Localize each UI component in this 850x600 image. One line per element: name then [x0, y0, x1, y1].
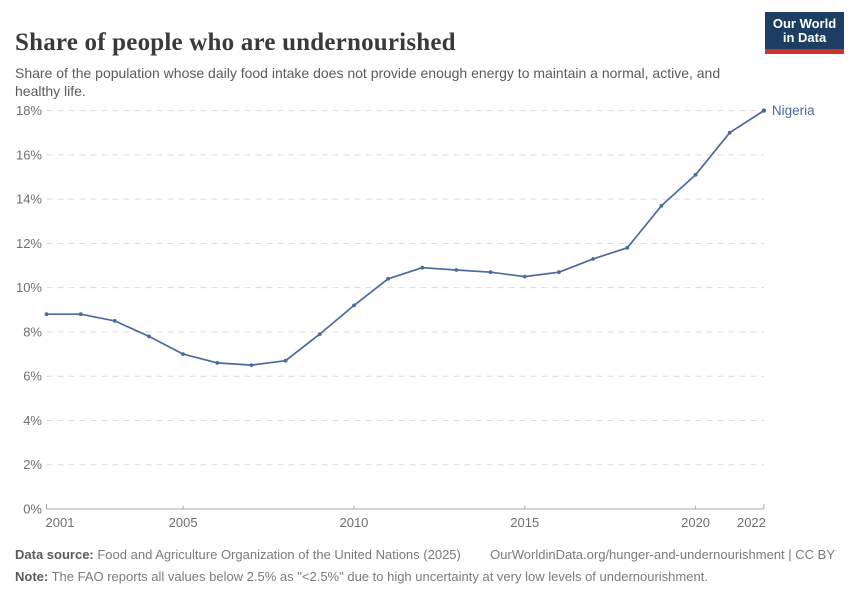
y-tick-label: 16%	[16, 147, 42, 162]
y-tick-label: 2%	[23, 457, 42, 472]
data-point[interactable]	[317, 332, 322, 336]
data-point[interactable]	[420, 265, 425, 270]
y-tick-label: 0%	[23, 502, 42, 517]
data-point[interactable]	[625, 245, 630, 250]
owid-logo[interactable]: Our World in Data	[765, 12, 844, 54]
page-title: Share of people who are undernourished	[15, 28, 456, 56]
owid-url-link[interactable]: OurWorldinData.org/hunger-and-undernouri…	[490, 547, 835, 562]
y-tick-label: 10%	[16, 280, 42, 295]
data-point[interactable]	[44, 312, 49, 317]
y-tick-label: 14%	[16, 192, 42, 207]
data-point[interactable]	[659, 203, 664, 208]
data-point[interactable]	[693, 172, 698, 177]
chart-subtitle: Share of the population whose daily food…	[15, 65, 721, 99]
series-line[interactable]	[45, 109, 765, 366]
data-point[interactable]	[147, 334, 151, 339]
data-point[interactable]	[727, 130, 732, 135]
note: Note: The FAO reports all values below 2…	[15, 569, 708, 584]
data-source-label: Data source:	[15, 547, 94, 562]
y-tick-label: 18%	[16, 103, 42, 118]
y-tick-label: 8%	[23, 324, 42, 339]
data-source-text: Food and Agriculture Organization of the…	[93, 547, 461, 562]
data-point[interactable]	[181, 352, 186, 356]
line-chart: 0% 2% 4% 6% 8% 10% 12% 14% 16% 18% 2001 2005 2010 201…	[16, 103, 815, 530]
x-tick-label: 2001	[46, 515, 75, 530]
data-point[interactable]	[215, 361, 220, 365]
x-tick-label: 2015	[510, 515, 539, 530]
data-point[interactable]	[112, 319, 117, 323]
note-label: Note:	[15, 568, 49, 584]
x-tick-label: 2005	[169, 515, 198, 530]
data-point[interactable]	[454, 268, 459, 272]
series-end-label[interactable]: Nigeria	[772, 103, 815, 118]
x-tick-label: 2010	[339, 515, 368, 530]
data-point[interactable]	[352, 303, 356, 308]
data-point[interactable]	[78, 312, 83, 317]
y-tick-label: 6%	[23, 369, 42, 384]
data-point[interactable]	[557, 270, 561, 275]
y-tick-label: 12%	[16, 236, 42, 251]
y-tick-label: 4%	[23, 413, 42, 428]
data-source: Data source: Food and Agriculture Organi…	[15, 545, 461, 565]
x-tick-label: 2020	[681, 515, 710, 530]
note-text: The FAO reports all values below 2.5% as…	[48, 568, 708, 584]
x-tick-label: 2022	[737, 515, 766, 530]
owid-logo-text: Our World in Data	[765, 12, 844, 49]
chart-footer: Data source: Food and Agriculture Organi…	[15, 545, 835, 586]
owid-logo-red-bar	[765, 49, 844, 54]
data-point[interactable]	[522, 274, 527, 279]
data-point[interactable]	[591, 257, 595, 261]
data-point[interactable]	[488, 270, 493, 275]
data-point[interactable]	[761, 108, 767, 113]
data-point[interactable]	[386, 276, 390, 281]
data-point[interactable]	[249, 363, 254, 367]
data-point[interactable]	[283, 358, 288, 363]
